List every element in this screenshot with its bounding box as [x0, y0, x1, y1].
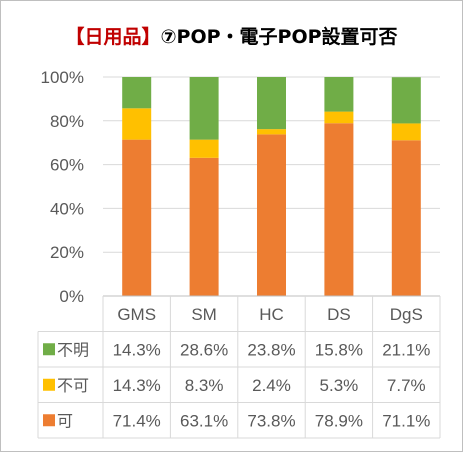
table-cell: 15.8% [315, 340, 363, 359]
category-label: HC [259, 305, 284, 324]
bar-segment [391, 140, 421, 296]
table-cell: 71.1% [382, 411, 430, 430]
legend-label: 不明 [57, 342, 89, 359]
bar-segment [122, 77, 152, 109]
table-cell: 78.9% [315, 411, 363, 430]
y-tick-label: 80% [50, 112, 84, 131]
bar-segment [257, 129, 286, 135]
table-cell: 14.3% [113, 340, 161, 359]
legend-label: 可 [57, 413, 73, 430]
legend-label: 不可 [57, 378, 89, 395]
bar-segment [189, 157, 219, 296]
y-tick-label: 0% [59, 287, 84, 306]
category-label: DgS [390, 305, 423, 324]
bar-segment [257, 77, 286, 130]
bar-segment [324, 111, 354, 124]
table-cell: 73.8% [247, 411, 295, 430]
table-cell: 23.8% [247, 340, 295, 359]
category-label: SM [191, 305, 217, 324]
table-cell: 2.4% [252, 376, 291, 395]
bar-segment [324, 77, 354, 112]
legend-key [43, 378, 55, 391]
legend-key [43, 414, 55, 427]
bar-segment [122, 139, 152, 296]
bar-segment [189, 77, 219, 140]
table-cell: 7.7% [387, 376, 426, 395]
chart-title: 【日用品】⑦POP・電子POP設置可否 [0, 22, 463, 49]
table-cell: 8.3% [185, 376, 224, 395]
table-cell: 5.3% [320, 376, 359, 395]
bar-segment [391, 123, 421, 141]
chart-title-text: ⑦POP・電子POP設置可否 [160, 26, 398, 48]
bar-segment [189, 139, 219, 158]
y-tick-label: 20% [50, 243, 84, 262]
legend-key [43, 343, 55, 356]
bar-segment [257, 134, 286, 296]
bar-segment [324, 123, 354, 296]
category-label: DS [327, 305, 351, 324]
table-cell: 14.3% [113, 376, 161, 395]
table-cell: 63.1% [180, 411, 228, 430]
y-tick-label: 40% [50, 199, 84, 218]
category-label: GMS [117, 305, 156, 324]
table-cell: 21.1% [382, 340, 430, 359]
chart-title-prefix: 【日用品】 [65, 26, 161, 48]
y-tick-label: 100% [41, 68, 84, 87]
table-cell: 28.6% [180, 340, 228, 359]
y-tick-label: 60% [50, 156, 84, 175]
table-cell: 71.4% [113, 411, 161, 430]
bar-segment [391, 77, 421, 124]
bar-segment [122, 108, 152, 140]
